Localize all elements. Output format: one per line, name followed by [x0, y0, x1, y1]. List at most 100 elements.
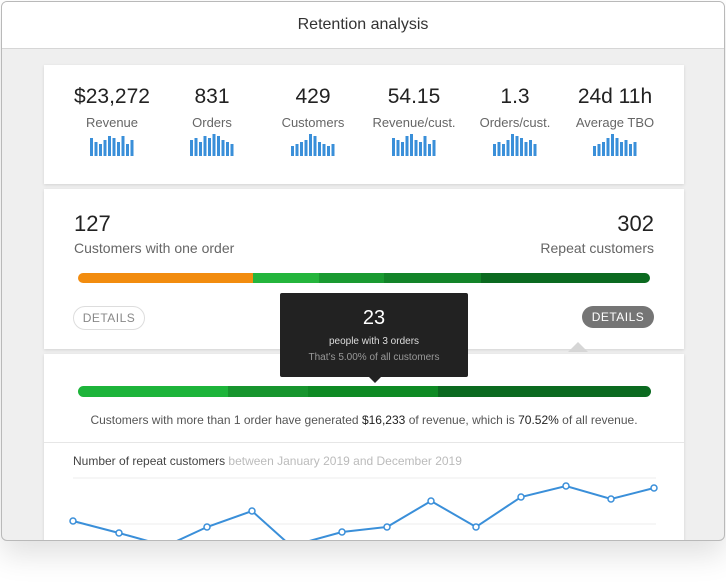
spark-bar: [322, 144, 326, 156]
spark-bar: [497, 142, 501, 156]
metric-label: Customers: [281, 115, 345, 130]
metric: $23,272 Revenue: [57, 85, 167, 163]
spark-bar: [405, 136, 409, 156]
repeat-value: 302: [617, 211, 654, 236]
summary-revenue: $16,233: [361, 413, 406, 427]
spark-bar: [520, 138, 523, 156]
spark-bar: [511, 134, 514, 156]
chart-heading: Number of repeat customers between Janua…: [73, 454, 462, 468]
spark-bar: [103, 140, 107, 156]
bar-segment: [384, 273, 481, 283]
tooltip-line: That’s 5.00% of all customers: [308, 352, 440, 363]
spark-bar: [615, 138, 619, 156]
repeat-label: Repeat customers: [540, 240, 654, 256]
metric-value: 54.15: [387, 85, 441, 108]
metric: 54.15 Revenue/cust.: [359, 85, 469, 163]
spark-bar: [194, 138, 198, 156]
metric-value: 1.3: [500, 85, 530, 108]
sparkline: [593, 134, 637, 156]
metric: 1.3 Orders/cust.: [460, 85, 570, 163]
tooltip-value: 23: [362, 307, 386, 329]
sparkline: [291, 134, 335, 156]
details-button[interactable]: DETAILS: [73, 306, 145, 330]
spark-bar: [624, 140, 628, 156]
spark-bar: [295, 144, 299, 156]
sparkline: [90, 136, 134, 156]
spark-bar: [410, 134, 413, 156]
sparkline: [493, 134, 537, 156]
line-points: [69, 482, 658, 537]
line-chart: [69, 477, 658, 540]
spark-bar: [401, 142, 404, 156]
spark-bar: [130, 140, 134, 156]
spark-bar: [432, 140, 436, 156]
pointer: [568, 342, 588, 352]
metrics-card: $23,272 Revenue 831 Orders 429 Customers 54.15…: [44, 65, 684, 184]
bar-segment: [253, 273, 319, 283]
tooltip-arrow: [368, 376, 382, 383]
metric-label: Orders: [192, 115, 232, 130]
spark-bar: [327, 146, 330, 156]
spark-bar: [190, 140, 193, 156]
detail-card: Customers with more than 1 order have ge…: [44, 354, 684, 540]
spark-bar: [428, 144, 431, 156]
metric: 429 Customers: [258, 85, 368, 163]
one-order-label: Customers with one order: [74, 240, 235, 256]
spark-bar: [126, 144, 129, 156]
spark-bar: [226, 142, 229, 156]
metric-value: 24d 11h: [577, 85, 653, 108]
spark-bar: [221, 140, 225, 156]
spark-bar: [90, 138, 93, 156]
sparkline: [190, 134, 234, 156]
divider: [44, 442, 684, 443]
spark-bar: [199, 142, 202, 156]
spark-bar: [94, 142, 98, 156]
spark-bar: [414, 140, 418, 156]
metric-value: $23,272: [74, 85, 150, 108]
summary-text: Customers with more than 1 order have ge…: [90, 413, 359, 427]
details-button-active[interactable]: DETAILS: [582, 306, 654, 328]
spark-bar: [212, 134, 216, 156]
spark-bar: [629, 144, 632, 156]
summary-text: of revenue, which is: [408, 413, 515, 427]
spark-bar: [217, 136, 220, 156]
spark-bar: [121, 136, 125, 156]
spark-bar: [117, 142, 120, 156]
spark-bar: [112, 138, 116, 156]
spark-bar: [208, 138, 211, 156]
spark-bar: [300, 142, 303, 156]
bar-segment: [319, 273, 384, 283]
metric: 24d 11h Average TBO: [560, 85, 670, 163]
spark-bar: [602, 142, 605, 156]
spark-bar: [331, 144, 335, 156]
summary-share: 70.52%: [518, 413, 559, 427]
spark-bar: [392, 138, 395, 156]
spark-bar: [318, 142, 321, 156]
one-order-value: 127: [74, 211, 111, 236]
spark-bar: [291, 146, 294, 156]
metric-value: 429: [295, 85, 331, 108]
bar-segment: [438, 386, 651, 397]
window: Retention analysis $23,272 Revenue 831 Orde…: [1, 1, 725, 541]
spark-bar: [506, 140, 510, 156]
tooltip: 23 people with 3 orders That’s 5.00% of …: [280, 293, 468, 377]
chart-subtitle: between January 2019 and December 2019: [228, 454, 462, 468]
metric-label: Average TBO: [575, 115, 655, 130]
spark-bar: [597, 144, 601, 156]
split-bar: [78, 273, 650, 283]
metric-value: 831: [194, 85, 230, 108]
spark-bar: [529, 140, 532, 156]
spark-bar: [423, 136, 427, 156]
spark-bar: [309, 134, 312, 156]
line: [72, 484, 655, 540]
spark-bar: [524, 142, 528, 156]
spark-bar: [533, 144, 537, 156]
metric-label: Revenue/cust.: [372, 115, 456, 130]
spark-bar: [419, 142, 422, 156]
spark-bar: [230, 144, 234, 156]
tooltip-line: people with 3 orders: [328, 336, 420, 347]
spark-bar: [313, 136, 317, 156]
repeat-bar: [78, 386, 651, 397]
metric-label: Orders/cust.: [479, 115, 551, 130]
